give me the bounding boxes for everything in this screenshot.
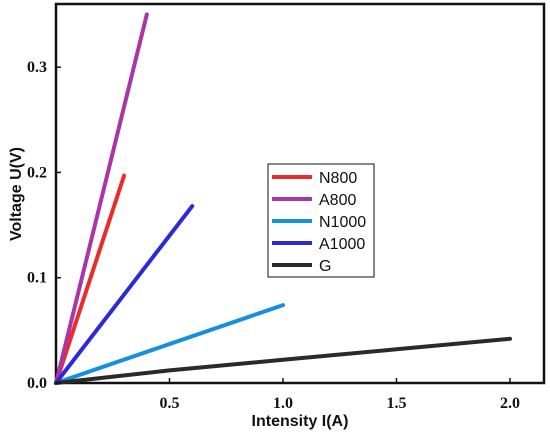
- legend-label-n1000: N1000: [319, 214, 366, 231]
- x-tick-label: 1.0: [273, 395, 293, 412]
- y-axis-title: Voltage U(V): [8, 147, 25, 241]
- x-tick-label: 2.0: [500, 395, 520, 412]
- series-line-a800: [54, 12, 149, 385]
- y-tick-label: 0.3: [27, 59, 47, 76]
- legend-label-a800: A800: [319, 192, 356, 209]
- legend-label-n800: N800: [319, 170, 357, 187]
- x-axis-title: Intensity I(A): [252, 413, 349, 430]
- legend-label-g: G: [319, 258, 331, 275]
- legend-label-a1000: A1000: [319, 236, 365, 253]
- y-tick-label: 0.0: [27, 375, 47, 392]
- legend-items: N800 A800 N1000 A1000 G: [272, 170, 366, 275]
- y-tick-label: 0.1: [27, 270, 47, 287]
- series-line-n800: [54, 173, 127, 385]
- plot-frame: [54, 2, 546, 385]
- legend: N800 A800 N1000 A1000 G: [267, 163, 375, 278]
- x-tick-label: 1.5: [386, 395, 406, 412]
- series-layer: [54, 12, 512, 385]
- series-line-n1000: [54, 303, 285, 385]
- ticks-layer: 0.5 1.0 1.5 2.0 0.0 0.1 0.2 0.3: [27, 59, 520, 412]
- series-line-a1000: [54, 204, 195, 385]
- series-line-g: [54, 336, 512, 385]
- x-tick-label: 0.5: [159, 395, 179, 412]
- y-tick-label: 0.2: [27, 164, 47, 181]
